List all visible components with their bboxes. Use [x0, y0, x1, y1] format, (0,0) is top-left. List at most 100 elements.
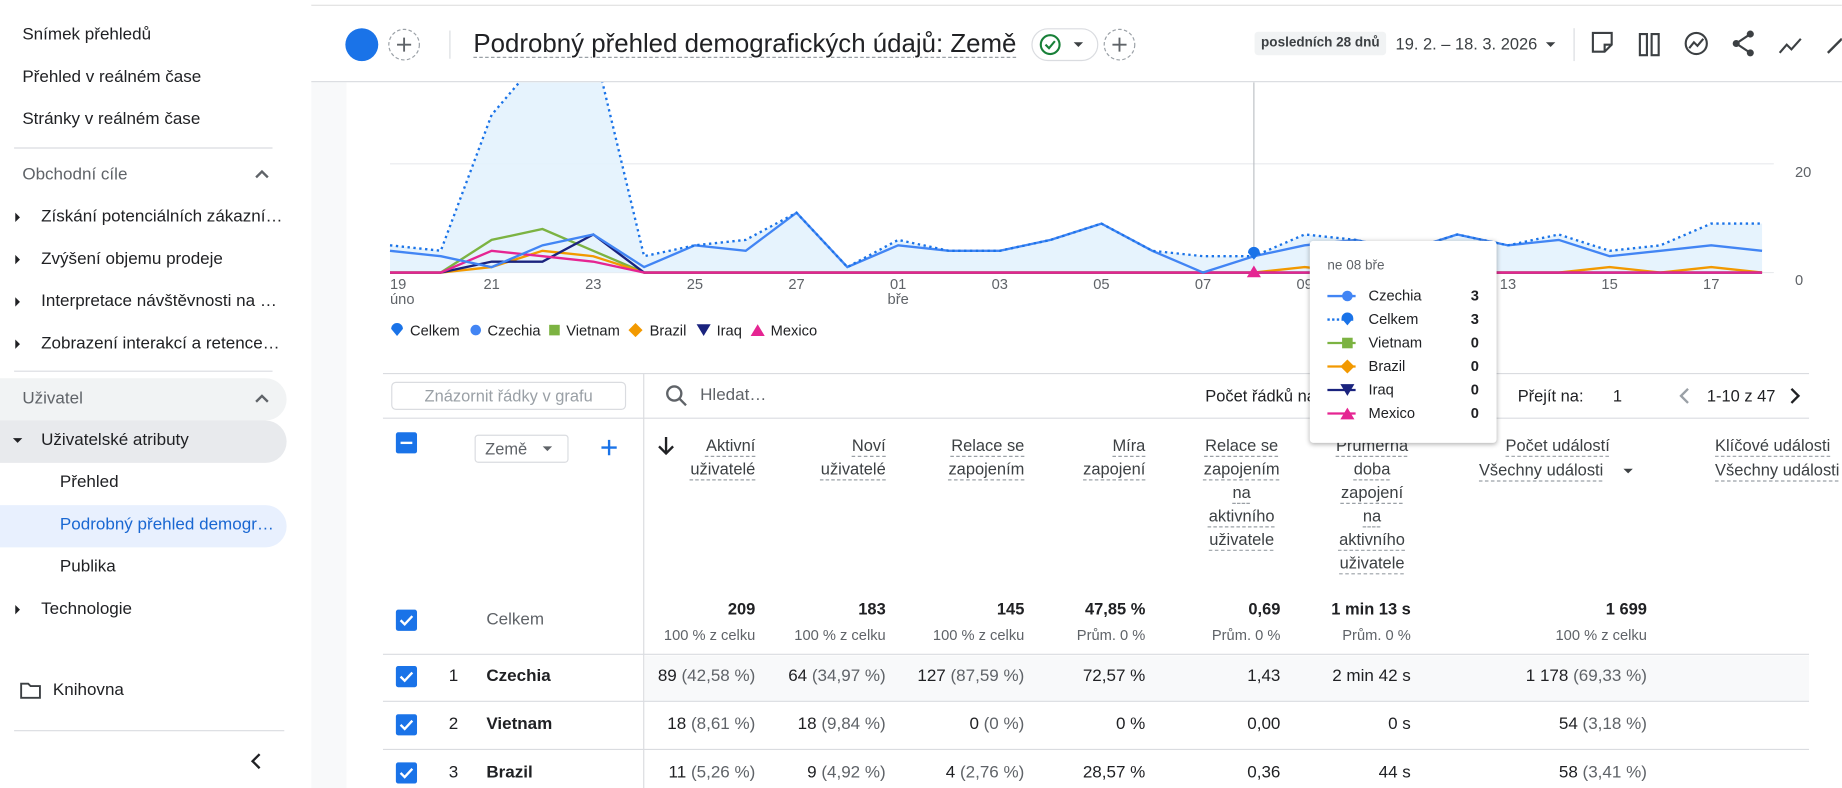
x-tick-label: 01 — [889, 275, 907, 293]
tooltip-value: 0 — [1470, 405, 1479, 422]
nav-item[interactable]: Knihovna — [52, 680, 124, 700]
filter-placeholder: Znázornit řádky v grafu — [424, 386, 593, 406]
cell-share: (4,92 %) — [821, 763, 886, 782]
nav-section-title[interactable]: Uživatel — [22, 389, 83, 409]
nav-section-title[interactable]: Obchodní cíle — [22, 165, 128, 185]
cell: 0 % — [1116, 715, 1145, 735]
nav-item[interactable]: Zobrazení interakcí a retence… — [41, 334, 280, 354]
cell-value: 2 min 42 s — [1332, 666, 1411, 686]
cell: 0,36 — [1247, 763, 1280, 783]
cell: 11 (5,26 %) — [669, 763, 756, 783]
tooltip-series: Iraq — [1368, 381, 1394, 399]
totals-share: Prům. 0 % — [1211, 627, 1281, 644]
x-month-label: úno — [390, 291, 415, 308]
column-subheader[interactable]: Všechny události — [1715, 460, 1840, 480]
nav-group[interactable]: Uživatelské atributy — [41, 430, 189, 450]
cell: 0 s — [1388, 715, 1411, 735]
cell-share: (8,61 %) — [690, 714, 756, 734]
legend-label: Mexico — [770, 322, 818, 340]
column-header[interactable]: Klíčové události — [1715, 435, 1831, 455]
x-month-label: bře — [887, 291, 909, 308]
nav-item[interactable]: Technologie — [41, 599, 133, 619]
legend-marker — [696, 324, 711, 336]
dimension-select[interactable] — [474, 434, 569, 463]
nav-item[interactable]: Získání potenciálních zákazní… — [41, 207, 283, 227]
hover-point — [1248, 246, 1260, 260]
goto-page[interactable]: 1 — [1612, 386, 1623, 406]
legend-marker — [750, 324, 765, 336]
totals-share: Prům. 0 % — [1076, 627, 1146, 644]
nav-item[interactable]: Zvýšení objemu prodeje — [41, 249, 223, 269]
tooltip-series: Mexico — [1368, 405, 1416, 422]
x-tick-label: 15 — [1601, 275, 1618, 293]
tooltip-value: 0 — [1470, 381, 1479, 399]
row-name[interactable]: Czechia — [486, 666, 551, 686]
dimension-label: Země — [485, 439, 528, 459]
cell-value: 1 178 — [1525, 666, 1569, 686]
cell-share: (34,97 %) — [811, 666, 886, 686]
search-placeholder[interactable]: Hledat… — [700, 386, 767, 405]
column-header[interactable]: Počet událostí — [1505, 435, 1610, 455]
header-bar — [311, 0, 1842, 83]
cell-value: 0,00 — [1247, 714, 1281, 734]
date-label: posledních 28 dnů — [1261, 35, 1380, 50]
series-line — [389, 211, 1763, 274]
tooltip-value: 0 — [1470, 358, 1479, 375]
totals-share: 100 % z celku — [794, 627, 886, 644]
nav-item[interactable]: Přehled v reálném čase — [22, 67, 202, 87]
x-tick-label: 19 — [390, 275, 407, 293]
x-tick-label: 05 — [1093, 275, 1110, 293]
row-name[interactable]: Vietnam — [486, 714, 553, 734]
column-header[interactable]: Aktivní uživatelé — [690, 435, 756, 479]
cell: 64 (34,97 %) — [788, 667, 886, 687]
legend-marker — [549, 324, 560, 336]
column-header[interactable]: Noví uživatelé — [820, 435, 886, 479]
section-highlight — [0, 378, 287, 421]
cell: 1 178 (69,33 %) — [1526, 667, 1647, 687]
tooltip-series: Czechia — [1368, 287, 1422, 305]
nav-item[interactable]: Interpretace návštěvnosti na … — [41, 292, 277, 311]
row-name[interactable]: Brazil — [486, 763, 533, 782]
cell-share: (9,84 %) — [821, 714, 886, 734]
totals-share: Prům. 0 % — [1342, 627, 1411, 644]
nav-item[interactable]: Podrobný přehled demogr… — [59, 515, 274, 535]
cell-value: 0 — [969, 714, 979, 734]
cell-value: 18 — [667, 714, 687, 734]
x-tick-label: 27 — [788, 275, 805, 293]
totals-label: Celkem — [486, 610, 545, 630]
y-tick-label: 0 — [1794, 272, 1804, 289]
y-tick-label: 20 — [1794, 164, 1812, 182]
filter-input[interactable] — [391, 381, 627, 410]
column-header[interactable]: Relace se zapojením na aktivního uživate… — [1203, 435, 1280, 549]
cell: 28,57 % — [1083, 763, 1146, 783]
tooltip-marker — [1341, 312, 1354, 326]
cell: 18 (8,61 %) — [667, 715, 755, 735]
nav-item[interactable]: Stránky v reálném čase — [22, 110, 201, 129]
nav-item[interactable]: Publika — [59, 557, 116, 577]
totals-value: 47,85 % — [1084, 599, 1146, 618]
x-tick-label: 03 — [991, 275, 1008, 293]
series-line — [390, 249, 1763, 274]
tooltip-marker — [1340, 384, 1355, 396]
cell-value: 18 — [797, 714, 817, 734]
legend-label: Brazil — [649, 322, 687, 340]
cell: 0,00 — [1247, 715, 1280, 735]
group-highlight — [0, 420, 287, 463]
x-tick-label: 07 — [1194, 275, 1212, 293]
status-chip[interactable] — [1031, 28, 1099, 62]
column-header[interactable]: Průměrná doba zapojení na aktivního uživ… — [1335, 435, 1409, 573]
date-range[interactable]: 19. 2. – 18. 3. 2026 — [1395, 34, 1538, 53]
column-subheader[interactable]: Všechny události — [1478, 460, 1604, 480]
cell: 44 s — [1379, 763, 1411, 783]
x-tick-label: 23 — [585, 275, 602, 293]
column-header[interactable]: Míra zapojení — [1083, 435, 1146, 479]
nav-item[interactable]: Přehled — [59, 473, 119, 492]
cell-value: 54 — [1558, 714, 1578, 734]
cell-share: (5,26 %) — [690, 763, 756, 782]
nav-item[interactable]: Snímek přehledů — [22, 25, 152, 45]
row-rank: 2 — [448, 714, 459, 734]
column-header[interactable]: Relace se zapojením — [948, 435, 1025, 479]
cell-value: 0 % — [1115, 714, 1146, 734]
row-highlight — [644, 655, 1810, 702]
page-range: 1-10 z 47 — [1706, 386, 1776, 406]
